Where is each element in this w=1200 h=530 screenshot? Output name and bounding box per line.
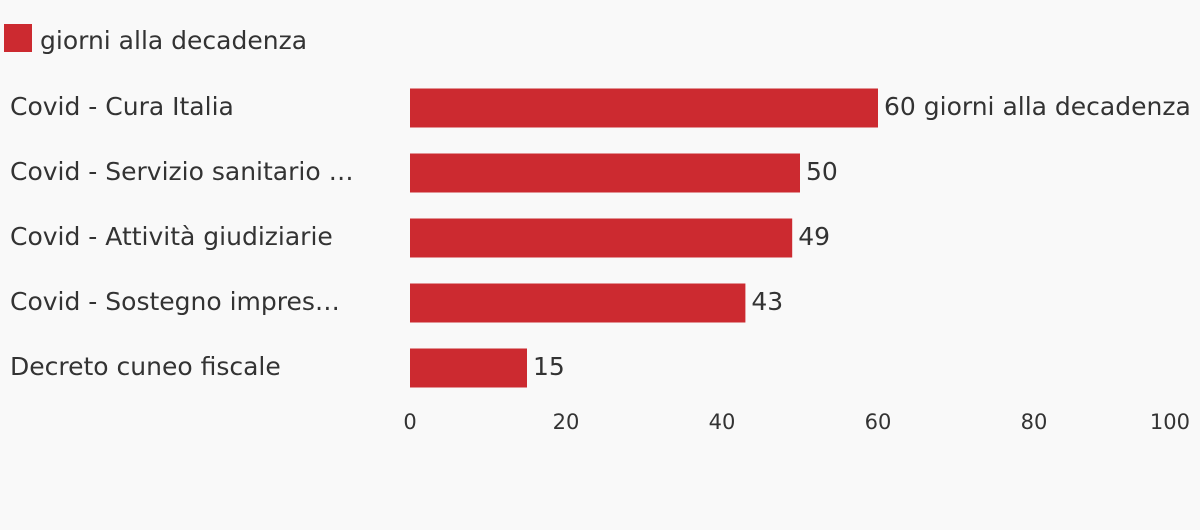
category-label: Decreto cuneo fiscale bbox=[10, 352, 281, 381]
value-label: 15 bbox=[533, 352, 565, 381]
category-label: Covid - Attività giudiziarie bbox=[10, 222, 333, 251]
x-tick-label: 80 bbox=[1021, 410, 1048, 434]
x-tick-label: 100 bbox=[1150, 410, 1190, 434]
category-label: Covid - Sostegno impres… bbox=[10, 287, 340, 316]
x-tick-label: 20 bbox=[553, 410, 580, 434]
legend-label: giorni alla decadenza bbox=[40, 26, 307, 55]
legend-swatch bbox=[4, 24, 32, 52]
value-label: 60 giorni alla decadenza bbox=[884, 92, 1191, 121]
bar bbox=[410, 153, 800, 193]
value-label: 50 bbox=[806, 157, 838, 186]
value-label: 43 bbox=[751, 287, 783, 316]
x-tick-label: 40 bbox=[709, 410, 736, 434]
category-label: Covid - Cura Italia bbox=[10, 92, 234, 121]
x-tick-label: 60 bbox=[865, 410, 892, 434]
bar bbox=[410, 88, 878, 128]
bar bbox=[410, 218, 793, 258]
value-label: 49 bbox=[798, 222, 830, 251]
x-tick-label: 0 bbox=[403, 410, 416, 434]
category-label: Covid - Servizio sanitario … bbox=[10, 157, 354, 186]
bar bbox=[410, 283, 746, 323]
bar bbox=[410, 348, 527, 388]
